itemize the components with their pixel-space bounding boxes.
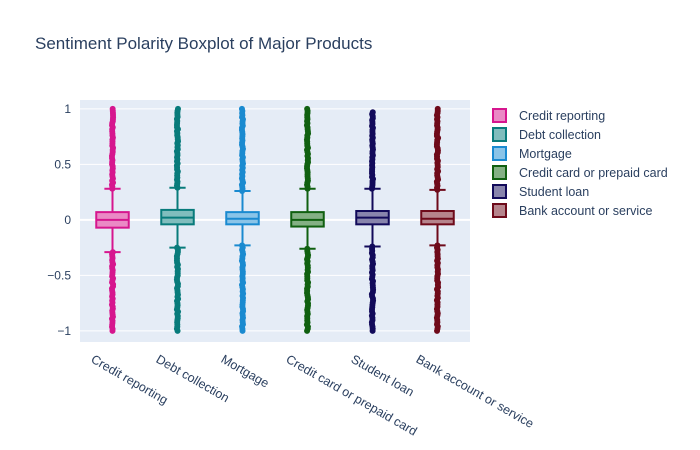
iqr-box (420, 210, 455, 226)
box-group[interactable] (225, 105, 260, 334)
x-tick-label: Mortgage (219, 352, 272, 391)
box-group[interactable] (290, 105, 325, 334)
y-tick-label: −0.5 (47, 268, 71, 282)
plot-background (80, 100, 470, 342)
legend-label: Mortgage (519, 146, 572, 161)
box-group[interactable] (355, 109, 390, 334)
y-tick-labels: 1 0.5 0 −0.5 −1 (47, 102, 71, 338)
outlier-point (434, 105, 441, 112)
legend: Credit reporting Debt collection Mortgage C… (492, 106, 668, 220)
legend-swatch (492, 146, 507, 161)
chart-title: Sentiment Polarity Boxplot of Major Prod… (35, 34, 373, 53)
legend-label: Bank account or service (519, 203, 653, 218)
y-tick-label: 0.5 (54, 157, 71, 171)
legend-item[interactable]: Credit card or prepaid card (492, 163, 668, 182)
box-group[interactable] (160, 105, 195, 334)
legend-swatch (492, 108, 507, 123)
outlier-point (304, 105, 311, 112)
legend-swatch (492, 184, 507, 199)
legend-label: Credit card or prepaid card (519, 165, 668, 180)
legend-label: Credit reporting (519, 108, 606, 123)
y-tick-label: −1 (57, 324, 71, 338)
outlier-point (109, 105, 116, 112)
legend-swatch (492, 127, 507, 142)
legend-item[interactable]: Credit reporting (492, 106, 668, 125)
outlier-point (174, 105, 181, 112)
legend-label: Debt collection (519, 127, 601, 142)
legend-item[interactable]: Bank account or service (492, 201, 668, 220)
y-tick-label: 0 (64, 213, 71, 227)
legend-item[interactable]: Student loan (492, 182, 668, 201)
legend-item[interactable]: Mortgage (492, 144, 668, 163)
y-tick-label: 1 (64, 102, 71, 116)
outlier-point (238, 105, 245, 112)
grid-layer (80, 108, 470, 332)
legend-item[interactable]: Debt collection (492, 125, 668, 144)
legend-swatch (492, 203, 507, 218)
box-group[interactable] (95, 105, 130, 334)
box-layer (95, 105, 455, 334)
x-tick-label: Bank account or service (414, 352, 537, 431)
legend-label: Student loan (519, 184, 590, 199)
legend-swatch (492, 165, 507, 180)
box-group[interactable] (420, 105, 455, 334)
outlier-point (369, 109, 376, 116)
